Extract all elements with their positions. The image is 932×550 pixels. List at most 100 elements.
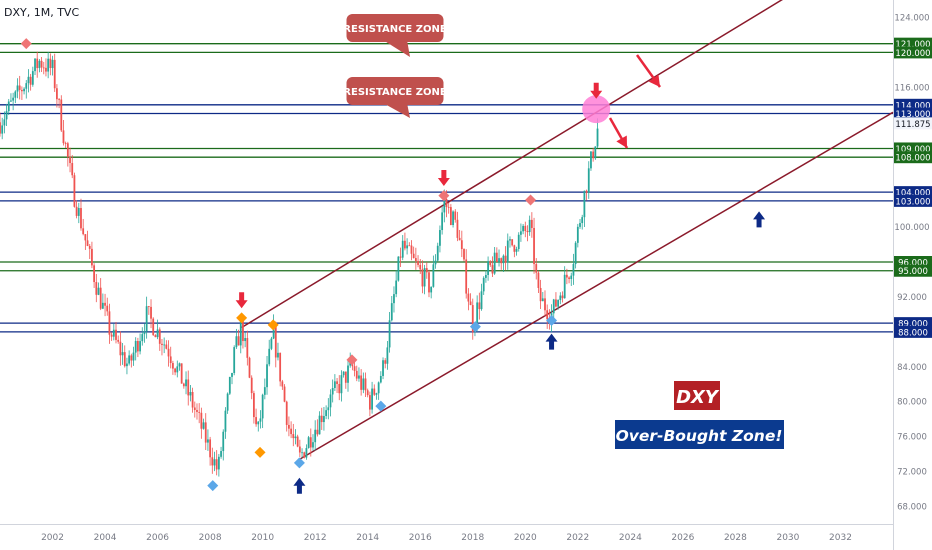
candle-body [386, 347, 389, 364]
candle-body [237, 336, 240, 346]
candle-body [430, 286, 433, 293]
candle-body [414, 258, 417, 262]
candle-body [460, 240, 463, 250]
candle-body [174, 368, 176, 373]
candle-body [535, 264, 538, 273]
candle-body [312, 442, 314, 448]
candle-body [574, 242, 577, 265]
candle-body [211, 457, 214, 466]
candle-body [281, 381, 284, 387]
candle-body [498, 258, 500, 263]
candle-body [250, 377, 253, 394]
time-tick-label: 2032 [829, 533, 852, 543]
trend-arrow-head [616, 135, 627, 148]
level-label: 120.000 [895, 49, 930, 59]
time-tick-label: 2008 [199, 533, 222, 543]
price-tick-label: 76.000 [897, 433, 927, 443]
arrow-up-icon [545, 333, 558, 350]
candle-body [93, 265, 96, 283]
candle-body [106, 305, 109, 312]
candle-body [84, 234, 87, 241]
candle-body [235, 336, 238, 348]
level-label: 109.000 [895, 145, 930, 155]
candle-body [268, 348, 271, 365]
candle-body [480, 291, 483, 310]
level-label: 113.000 [895, 110, 930, 120]
candle-body [342, 371, 345, 376]
candle-body [154, 335, 157, 338]
time-tick-label: 2028 [724, 533, 747, 543]
candle-body [576, 226, 579, 243]
candle-body [200, 412, 203, 429]
candle-body [404, 240, 406, 249]
candle-body [506, 240, 509, 263]
candle-body [412, 253, 415, 259]
candle-body [344, 371, 347, 383]
candle-body [307, 437, 310, 449]
candle-body [222, 431, 225, 452]
candle-body [309, 437, 312, 448]
candle-body [38, 60, 41, 69]
candle-body [509, 239, 511, 241]
candle-body [31, 71, 34, 85]
candle-body [121, 352, 124, 356]
candle-body [126, 363, 128, 367]
candle-body [64, 143, 67, 144]
time-tick-label: 2020 [514, 533, 537, 543]
candle-body [285, 401, 288, 425]
candle-body [552, 299, 555, 314]
diamond-marker [207, 480, 219, 492]
arrow-down-icon [437, 170, 450, 187]
candle-body [115, 329, 117, 340]
candle-body [419, 264, 422, 270]
time-tick-label: 2002 [41, 533, 64, 543]
diamond-marker [236, 312, 248, 324]
candle-body [12, 97, 15, 101]
time-tick-label: 2018 [461, 533, 484, 543]
price-tick-label: 68.000 [897, 503, 927, 513]
candle-body [128, 355, 131, 364]
candle-body [112, 329, 115, 337]
candle-body [45, 67, 47, 72]
time-tick-label: 2012 [304, 533, 327, 543]
candle-body [587, 168, 590, 193]
candle-body [217, 456, 220, 470]
candle-body [58, 99, 60, 100]
candle-body [180, 363, 183, 384]
candle-body [185, 379, 187, 387]
diamond-marker [375, 400, 387, 412]
candle-body [544, 298, 546, 311]
last-price-bg [894, 117, 932, 130]
level-label-bg [894, 46, 932, 59]
level-label: 108.000 [895, 154, 930, 164]
candle-body [255, 417, 257, 425]
overbought-label: Over-Bought Zone! [616, 427, 783, 445]
candle-body [478, 302, 481, 310]
candle-body [110, 334, 113, 337]
level-label: 104.000 [895, 189, 930, 199]
candle-body [252, 393, 255, 418]
candle-body [169, 356, 172, 364]
candle-body [524, 225, 527, 231]
candle-body [202, 422, 205, 429]
candle-body [585, 190, 588, 193]
candle-body [399, 256, 402, 258]
level-label: 89.000 [898, 320, 928, 330]
candle-body [517, 234, 520, 250]
candle-body [187, 379, 190, 396]
candle-body [239, 319, 242, 346]
candle-body [95, 282, 98, 295]
candle-body [42, 67, 45, 69]
candle-body [296, 436, 299, 447]
candle-body [500, 258, 503, 264]
candle-body [62, 130, 65, 144]
candle-body [528, 219, 531, 233]
candle-body [130, 355, 133, 361]
candle-body [491, 265, 494, 274]
candle-body [279, 352, 282, 382]
candle-body [592, 151, 595, 159]
candle-body [77, 208, 80, 216]
candle-body [283, 386, 286, 402]
candle-body [274, 324, 277, 358]
candle-body [368, 395, 371, 410]
